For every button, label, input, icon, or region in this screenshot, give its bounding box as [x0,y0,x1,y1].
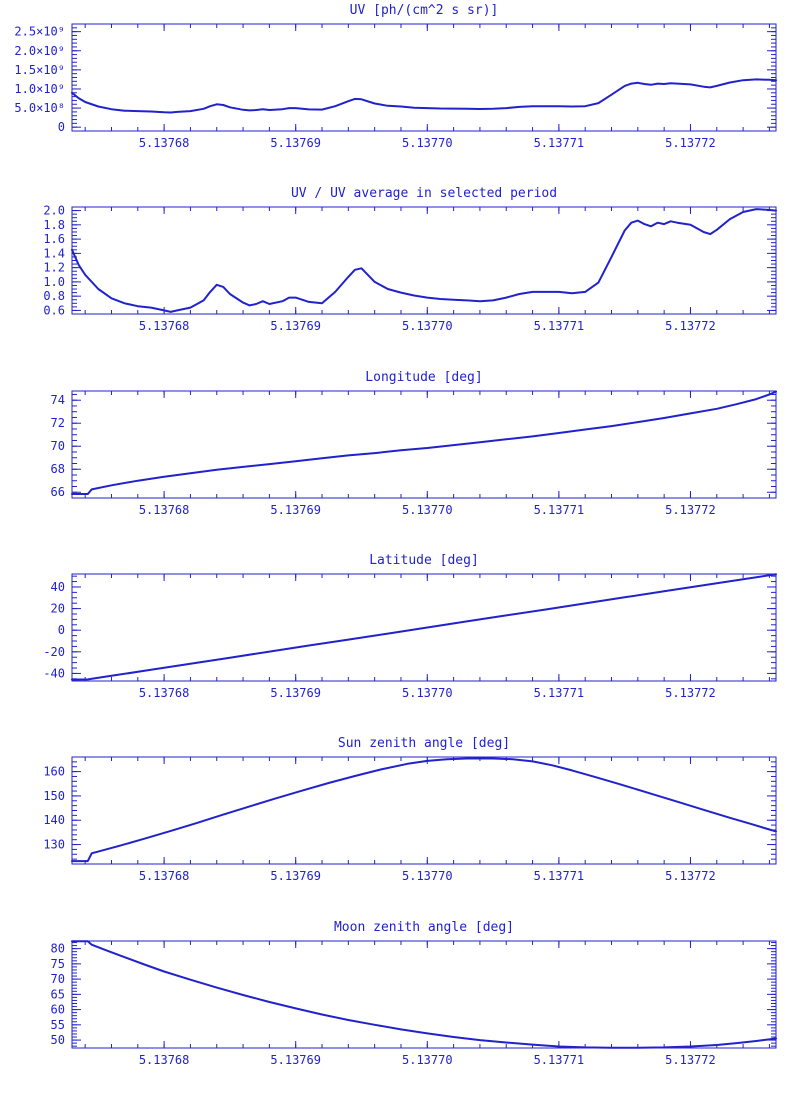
y-tick-label: 80 [51,942,65,956]
y-tick-label: 1.4 [43,246,65,260]
x-tick-label: 5.13768 [139,136,190,150]
y-tick-label: 2.0 [43,204,65,218]
x-tick-label: 5.13768 [139,319,190,333]
y-tick-label: 160 [43,765,65,779]
x-tick-label: 5.13769 [270,503,321,517]
y-tick-label: 0 [58,623,65,637]
x-tick-label: 5.13772 [665,136,716,150]
y-tick-label: -40 [43,666,65,680]
y-tick-label: 130 [43,838,65,852]
x-tick-label: 5.13769 [270,869,321,883]
plot-title: Sun zenith angle [deg] [338,736,510,751]
data-curve [71,940,777,1049]
y-tick-label: 1.2 [43,261,65,275]
x-tick-label: 5.13769 [270,319,321,333]
data-curve [71,78,777,114]
x-tick-label: 5.13772 [665,869,716,883]
x-tick-label: 5.13772 [665,686,716,700]
plot-frame [71,756,777,865]
y-tick-label: 0.6 [43,303,65,317]
y-tick-label: 20 [51,602,65,616]
x-tick-label: 5.13771 [534,1053,585,1067]
y-tick-label: 1.6 [43,232,65,246]
y-tick-label: 66 [51,485,65,499]
y-tick-label: 60 [51,1003,65,1017]
data-curve [71,208,777,313]
plot-frame [71,573,777,682]
y-tick-label: 140 [43,813,65,827]
plot-title: UV [ph/(cm^2 s sr)] [350,3,499,18]
data-curve [71,573,777,681]
y-tick-label: 40 [51,580,65,594]
x-tick-label: 5.13768 [139,1053,190,1067]
plot-panel-5: Sun zenith angle [deg] 5.13768 5.13769 5.13… [43,736,777,883]
plot-title: Moon zenith angle [deg] [334,920,514,935]
x-tick-label: 5.13770 [402,686,453,700]
plot-panel-2: UV / UV average in selected period 5.1376… [43,186,777,333]
y-tick-label: 75 [51,957,65,971]
plot-title: UV / UV average in selected period [291,186,557,201]
x-tick-label: 5.13770 [402,319,453,333]
y-tick-label: 65 [51,987,65,1001]
x-tick-label: 5.13771 [534,686,585,700]
x-tick-label: 5.13772 [665,319,716,333]
y-tick-label: 1.5×10⁹ [14,63,65,77]
x-tick-label: 5.13770 [402,869,453,883]
x-tick-label: 5.13772 [665,1053,716,1067]
y-tick-label: -20 [43,645,65,659]
x-tick-label: 5.13770 [402,136,453,150]
data-curve [71,757,777,863]
x-tick-label: 5.13771 [534,319,585,333]
plot-panel-4: Latitude [deg] 5.13768 5.13769 5.13770 5.137… [43,553,777,700]
x-tick-label: 5.13771 [534,136,585,150]
y-tick-label: 74 [51,393,65,407]
data-curve [71,390,777,495]
plot-title: Longitude [deg] [365,370,482,385]
y-tick-label: 70 [51,972,65,986]
plot-panel-3: Longitude [deg] 5.13768 5.13769 5.13770 5.13… [51,370,777,517]
x-tick-label: 5.13771 [534,503,585,517]
plot-frame [71,390,777,499]
plot-title: Latitude [deg] [369,553,479,568]
y-tick-label: 1.0×10⁹ [14,82,65,96]
y-tick-label: 1.8 [43,218,65,232]
plot-panel-6: Moon zenith angle [deg] 5.13768 5.13769 5.1… [51,920,777,1067]
y-tick-label: 0.8 [43,289,65,303]
x-tick-label: 5.13768 [139,869,190,883]
x-tick-label: 5.13769 [270,136,321,150]
x-tick-label: 5.13769 [270,686,321,700]
x-tick-label: 5.13771 [534,869,585,883]
x-tick-label: 5.13769 [270,1053,321,1067]
y-tick-label: 72 [51,416,65,430]
y-tick-label: 5.0×10⁸ [14,101,65,115]
y-tick-label: 70 [51,439,65,453]
y-tick-label: 2.0×10⁹ [14,44,65,58]
y-tick-label: 50 [51,1033,65,1047]
y-tick-label: 55 [51,1018,65,1032]
plot-frame [71,23,777,132]
y-tick-label: 68 [51,462,65,476]
plot-panel-1: UV [ph/(cm^2 s sr)] 5.13768 5.13769 5.13770… [14,3,777,150]
x-tick-label: 5.13770 [402,1053,453,1067]
x-tick-label: 5.13770 [402,503,453,517]
y-tick-label: 1.0 [43,275,65,289]
x-tick-label: 5.13768 [139,503,190,517]
y-tick-label: 150 [43,789,65,803]
y-tick-label: 2.5×10⁹ [14,25,65,39]
x-tick-label: 5.13772 [665,503,716,517]
x-tick-label: 5.13768 [139,686,190,700]
y-tick-label: 0 [58,120,65,134]
